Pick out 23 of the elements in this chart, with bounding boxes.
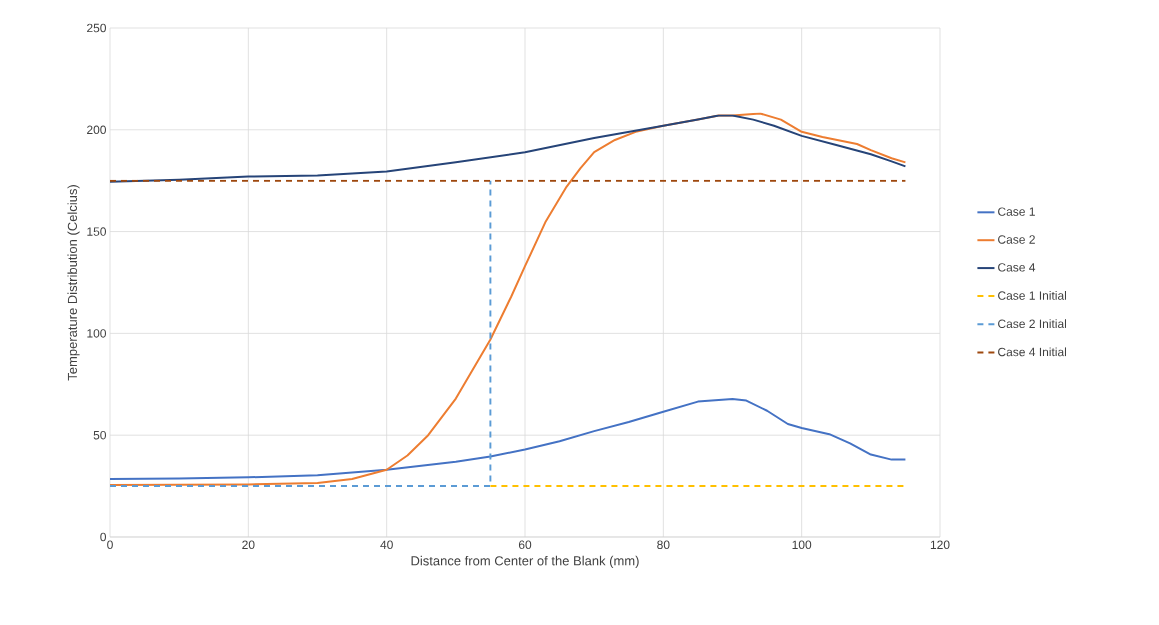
y-axis-title: Temperature Distribution (Celcius) [67,185,80,381]
legend-label: Case 4 Initial [998,347,1067,357]
legend-label: Case 1 [998,207,1035,216]
y-tick-label: 0 [100,532,107,542]
x-tick-label: 100 [792,540,812,550]
y-tick-label: 250 [87,23,107,33]
legend-label: Case 1 Initial [998,291,1067,300]
y-tick-label: 200 [87,125,107,135]
legend-label: Case 4 [998,263,1036,272]
x-tick-label: 40 [380,540,393,550]
line-series [110,114,907,183]
x-axis-title: Distance from Center of the Blank (mm) [411,555,639,568]
y-tick-label: 50 [93,430,107,440]
legend-label: Case 2 Initial [998,319,1067,329]
line-series [110,397,907,480]
legend-label: Case 2 [998,235,1035,244]
x-tick-label: 80 [657,540,670,550]
y-tick-label: 150 [87,227,107,236]
line-series [110,112,907,487]
x-tick-label: 20 [242,540,255,550]
x-tick-label: 120 [930,540,950,550]
y-tick-label: 100 [87,329,107,338]
x-tick-label: 60 [518,540,532,550]
